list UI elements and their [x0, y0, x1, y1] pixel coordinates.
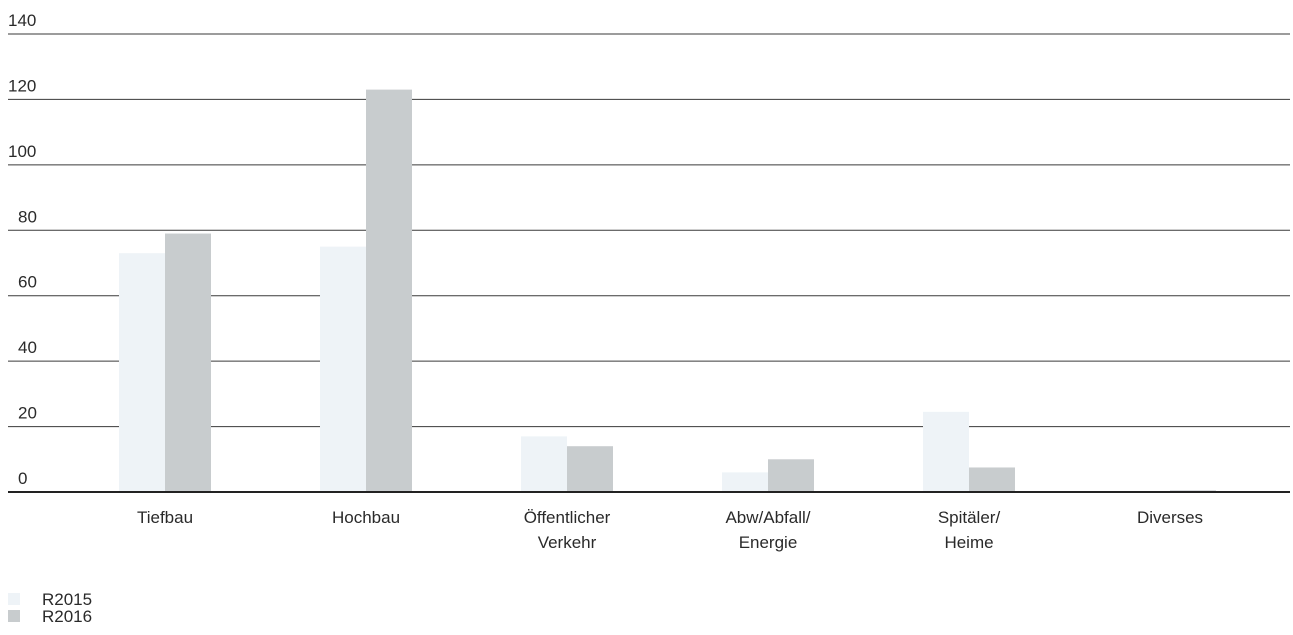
category-label-1-0: Hochbau: [332, 508, 400, 527]
category-label-4-0: Spitäler/: [938, 508, 1001, 527]
category-label-2-1: Verkehr: [538, 533, 597, 552]
legend-label-r2016: R2016: [42, 607, 92, 626]
category-label-3-0: Abw/Abfall/: [725, 508, 810, 527]
y-tick-label-140: 140: [8, 11, 36, 30]
y-tick-label-120: 120: [8, 76, 36, 95]
bar-r2015-0: [119, 253, 165, 492]
bar-r2016-0: [165, 233, 211, 493]
legend-swatch-r2016: [8, 610, 20, 622]
y-tick-label-80: 80: [18, 207, 37, 226]
category-labels: Tiefbau Hochbau Öffentlicher Verkehr Abw/Abf…: [137, 508, 1203, 552]
y-tick-label-100: 100: [8, 142, 36, 161]
category-label-3-1: Energie: [739, 533, 798, 552]
bar-r2016-4: [969, 467, 1015, 492]
legend-label-r2015: R2015: [42, 590, 92, 609]
category-label-0-0: Tiefbau: [137, 508, 193, 527]
bar-r2015-4: [923, 411, 969, 492]
category-label-5-0: Diverses: [1137, 508, 1203, 527]
y-tick-label-20: 20: [18, 404, 37, 423]
bar-r2015-1: [320, 246, 366, 492]
bar-r2016-2: [567, 446, 613, 492]
category-label-2-0: Öffentlicher: [524, 508, 611, 527]
bar-r2016-3: [768, 459, 814, 492]
y-tick-label-60: 60: [18, 273, 37, 292]
bar-r2015-3: [722, 472, 768, 492]
bar-r2016-1: [366, 89, 412, 492]
category-label-4-1: Heime: [944, 533, 993, 552]
y-tick-label-0: 0: [18, 469, 27, 488]
grid-lines: 0 20 40 60 80 100 120 140: [8, 11, 1290, 488]
bars: [119, 89, 1216, 493]
legend-swatch-r2015: [8, 593, 20, 605]
bar-r2015-2: [521, 436, 567, 492]
y-tick-label-40: 40: [18, 338, 37, 357]
